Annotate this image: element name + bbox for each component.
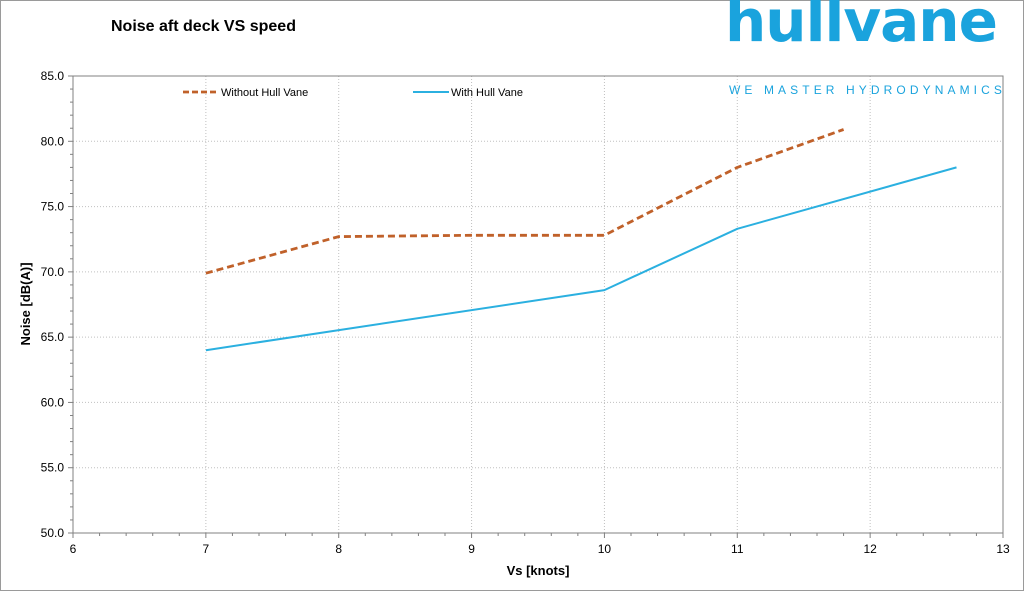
plot-area: [72, 75, 1004, 534]
x-tick-label: 9: [468, 542, 475, 556]
legend-label-2: With Hull Vane: [451, 87, 523, 99]
y-tick-label: 70.0: [41, 265, 65, 279]
y-tick-label: 50.0: [41, 526, 65, 540]
logo-tagline: WE MASTER HYDRODYNAMICS: [729, 83, 1006, 97]
y-tick-label: 60.0: [41, 395, 65, 409]
x-tick-label: 10: [598, 542, 612, 556]
series-line-1: [205, 128, 845, 275]
legend: Without Hull Vane With Hull Vane: [183, 87, 523, 99]
y-tick-label: 85.0: [41, 69, 65, 83]
y-axis-title: Noise [dB(A)]: [18, 262, 33, 345]
y-tick-label: 55.0: [41, 461, 65, 475]
series-line-2: [205, 166, 957, 352]
x-tick-label: 12: [863, 542, 877, 556]
x-tick-label: 11: [731, 542, 744, 556]
hullvane-logo: hullvane WE MASTER HYDRODYNAMICS: [721, 0, 1021, 98]
axis-ticks: 6 7 8 9 10 11 12 13 50.0 55.0 60.0 65.0 70.0 75.0 80.0…: [41, 69, 1010, 556]
chart-title: Noise aft deck VS speed: [111, 18, 296, 35]
logo-wordmark: hullvane: [725, 0, 998, 55]
y-tick-label: 65.0: [41, 330, 65, 344]
y-tick-label: 75.0: [41, 200, 65, 214]
x-axis-title: Vs [knots]: [507, 563, 570, 578]
grid-lines: [73, 76, 1003, 533]
x-tick-label: 7: [203, 542, 210, 556]
y-tick-label: 80.0: [41, 134, 65, 148]
legend-label-1: Without Hull Vane: [221, 87, 308, 99]
x-tick-label: 6: [70, 542, 77, 556]
x-tick-label: 13: [996, 542, 1010, 556]
x-tick-label: 8: [335, 542, 342, 556]
series-layer: [205, 128, 957, 352]
